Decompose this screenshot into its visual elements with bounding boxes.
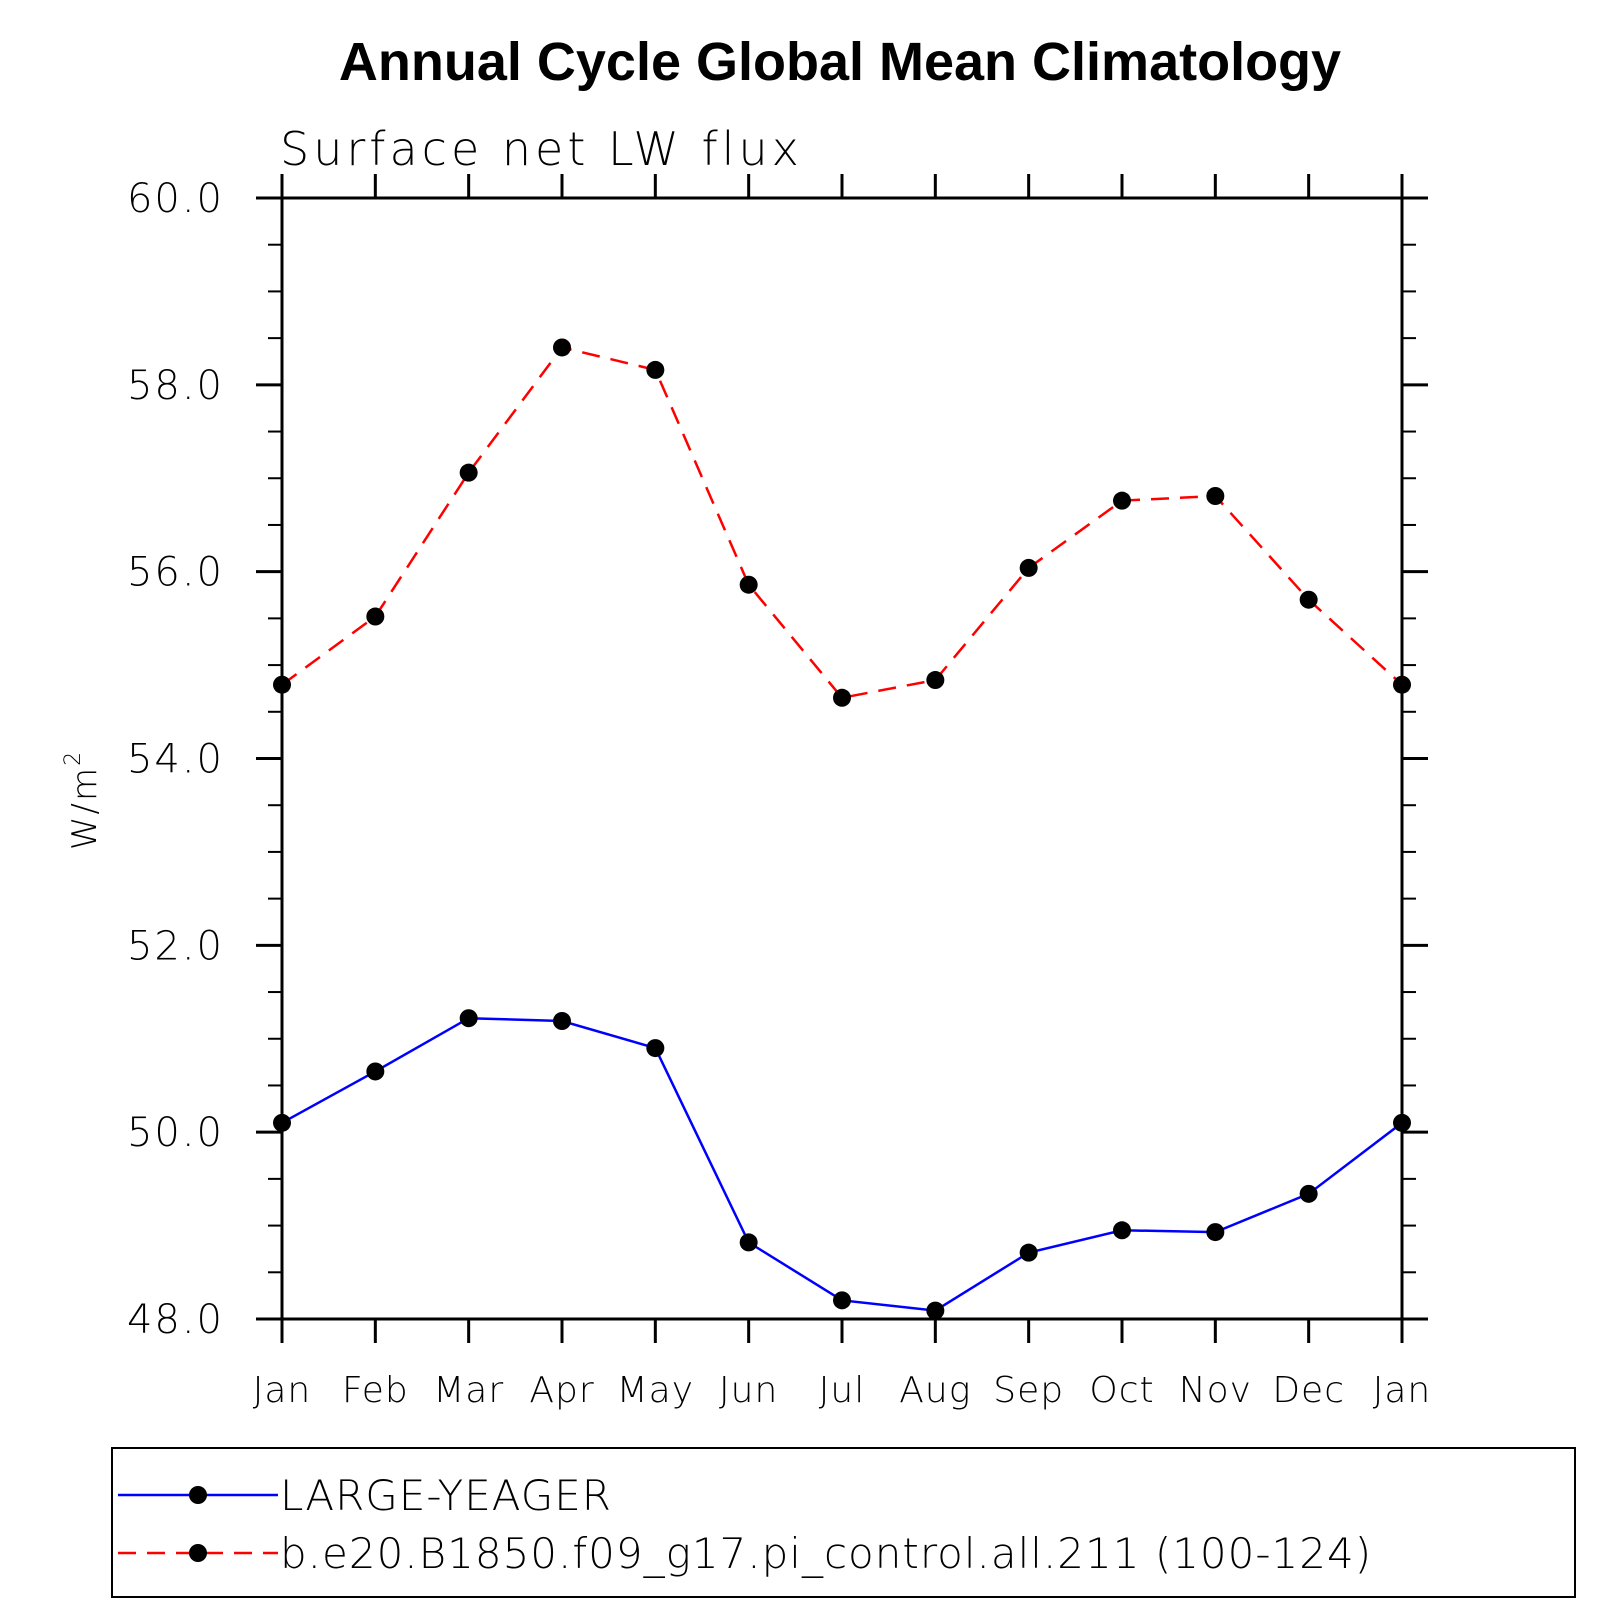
series-lines (281, 346, 1403, 1312)
y-tick-label: 58.0 (127, 363, 224, 409)
chart-subtitle: Surface net LW flux (280, 122, 803, 176)
x-tick-label: Jun (719, 1370, 778, 1411)
series-points (273, 338, 1411, 1320)
x-tick-label: Oct (1089, 1370, 1154, 1411)
chart-title: Annual Cycle Global Mean Climatology (339, 32, 1341, 92)
data-point (1113, 491, 1131, 510)
y-axis-label-text: W/m (65, 766, 105, 850)
y-tick-labels: 48.0 50.0 52.0 54.0 56.0 58.0 60.0 (127, 176, 224, 1343)
data-point (1206, 1223, 1225, 1242)
x-tick-label: Mar (433, 1370, 504, 1411)
data-point (646, 360, 665, 379)
y-tick-label: 50.0 (127, 1110, 224, 1156)
legend-label-1: b.e20.B1850.f09_g17.pi_control.all.211 (… (280, 1529, 1372, 1578)
axis-ticks (256, 174, 1428, 1343)
data-point (1299, 1184, 1318, 1203)
data-point (459, 1009, 478, 1028)
y-tick-label: 54.0 (127, 737, 224, 783)
x-tick-labels: Jan Feb Mar Apr May Jun Jul Aug Sep Oct Nov Dec Jan (253, 1370, 1432, 1411)
x-tick-label: Nov (1179, 1370, 1252, 1411)
data-point (553, 1012, 571, 1031)
data-point (1206, 486, 1225, 505)
x-tick-label: Sep (993, 1370, 1064, 1411)
y-axis-label-superscript: 2 (61, 750, 86, 766)
data-point (739, 575, 758, 594)
x-tick-label: Dec (1272, 1370, 1345, 1411)
legend-marker-0 (189, 1486, 207, 1504)
data-point (1113, 1221, 1131, 1240)
x-tick-label: Feb (342, 1370, 409, 1411)
y-tick-label: 56.0 (127, 550, 224, 596)
x-tick-label: Jan (253, 1370, 312, 1411)
data-point (459, 463, 478, 482)
series-line-1 (281, 346, 1403, 700)
data-point (926, 671, 945, 690)
y-tick-label: 52.0 (127, 923, 224, 969)
x-tick-label: Aug (899, 1370, 971, 1411)
x-tick-label: May (617, 1370, 694, 1411)
data-point (833, 1291, 851, 1310)
legend: LARGE-YEAGER b.e20.B1850.f09_g17.pi_contr… (118, 1471, 1372, 1578)
data-point (1393, 675, 1411, 694)
data-point (646, 1039, 665, 1058)
plot-frame (280, 196, 1404, 1321)
data-point (273, 675, 291, 694)
data-point (739, 1233, 758, 1252)
data-point (926, 1301, 945, 1320)
data-point (1019, 558, 1038, 577)
x-tick-label: Jan (1373, 1370, 1432, 1411)
data-point (366, 607, 385, 626)
x-tick-label: Apr (529, 1370, 594, 1411)
y-axis-label: W/m2 (61, 750, 105, 850)
data-point (1299, 590, 1318, 609)
x-tick-label: Jul (819, 1370, 865, 1411)
legend-label-0: LARGE-YEAGER (280, 1471, 612, 1520)
data-point (366, 1062, 385, 1081)
series-line-0 (281, 1016, 1403, 1312)
data-point (553, 338, 571, 357)
y-tick-label: 48.0 (127, 1297, 224, 1343)
data-point (273, 1113, 291, 1132)
legend-marker-1 (189, 1544, 207, 1562)
y-tick-label: 60.0 (127, 176, 224, 222)
legend-box (111, 1447, 1576, 1598)
data-point (1019, 1243, 1038, 1262)
data-point (833, 688, 851, 707)
data-point (1393, 1113, 1411, 1132)
